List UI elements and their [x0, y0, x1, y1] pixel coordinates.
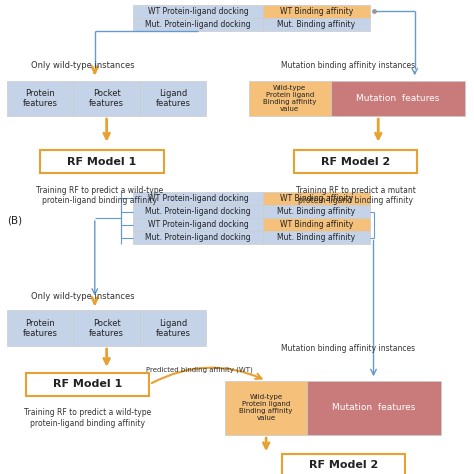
Bar [133, 18, 263, 31]
Text: Pocket
features: Pocket features [89, 319, 124, 338]
Text: Mut. Binding affinity: Mut. Binding affinity [277, 207, 356, 216]
Text: Training RF to predict a wild-type
protein-ligand binding affinity: Training RF to predict a wild-type prote… [24, 409, 151, 428]
Text: WT Protein-ligand docking: WT Protein-ligand docking [147, 7, 248, 16]
Text: Mut. Binding affinity: Mut. Binding affinity [277, 20, 356, 29]
Bar [225, 381, 307, 435]
Bar [40, 150, 164, 173]
Text: RF Model 1: RF Model 1 [67, 156, 137, 167]
Text: Mut. Protein-ligand docking: Mut. Protein-ligand docking [145, 207, 251, 216]
Text: Protein
features: Protein features [23, 89, 58, 108]
Bar [7, 81, 73, 116]
Text: Mut. Protein-ligand docking: Mut. Protein-ligand docking [145, 233, 251, 242]
Bar [307, 381, 441, 435]
Bar [133, 192, 263, 205]
Text: Wild-type
Protein ligand
Binding affinity
value: Wild-type Protein ligand Binding affinit… [263, 85, 317, 112]
Text: RF Model 2: RF Model 2 [321, 156, 390, 167]
Text: Predicted binding affinity (WT): Predicted binding affinity (WT) [146, 366, 253, 373]
Bar [263, 192, 370, 205]
Text: WT Binding affinity: WT Binding affinity [280, 7, 353, 16]
Text: Mutation binding affinity instances: Mutation binding affinity instances [282, 344, 415, 353]
Bar [7, 310, 73, 346]
Text: Mutation  features: Mutation features [356, 94, 439, 103]
Text: WT Protein-ligand docking: WT Protein-ligand docking [147, 220, 248, 229]
Bar [140, 81, 206, 116]
Text: WT Binding affinity: WT Binding affinity [280, 194, 353, 203]
Text: (B): (B) [7, 215, 22, 226]
Bar [133, 218, 263, 231]
Text: Mut. Binding affinity: Mut. Binding affinity [277, 233, 356, 242]
Text: Only wild-type instances: Only wild-type instances [31, 292, 135, 301]
Text: Ligand
features: Ligand features [155, 319, 191, 338]
Text: Protein
features: Protein features [23, 319, 58, 338]
Bar [133, 231, 263, 244]
Bar [249, 81, 331, 116]
Text: Wild-type
Protein ligand
Binding affinity
value: Wild-type Protein ligand Binding affinit… [239, 394, 293, 421]
Bar [263, 218, 370, 231]
Text: Mut. Protein-ligand docking: Mut. Protein-ligand docking [145, 20, 251, 29]
Text: Pocket
features: Pocket features [89, 89, 124, 108]
Bar [73, 310, 140, 346]
Bar [331, 81, 465, 116]
Bar [263, 5, 370, 18]
Bar [282, 454, 405, 474]
Bar [263, 231, 370, 244]
Bar [73, 81, 140, 116]
Bar [133, 5, 263, 18]
Text: Mutation binding affinity instances: Mutation binding affinity instances [282, 61, 415, 70]
Text: RF Model 1: RF Model 1 [53, 379, 122, 390]
Text: Training RF to predict a mutant
protein-ligand binding affinity: Training RF to predict a mutant protein-… [296, 186, 415, 205]
Text: WT Protein-ligand docking: WT Protein-ligand docking [147, 194, 248, 203]
Text: Ligand
features: Ligand features [155, 89, 191, 108]
Bar [26, 373, 149, 396]
Text: RF Model 2: RF Model 2 [309, 460, 378, 470]
Text: Only wild-type instances: Only wild-type instances [31, 61, 135, 70]
Text: Mutation  features: Mutation features [332, 403, 416, 412]
Bar [294, 150, 417, 173]
Bar [140, 310, 206, 346]
Bar [263, 205, 370, 218]
Text: WT Binding affinity: WT Binding affinity [280, 220, 353, 229]
Bar [133, 205, 263, 218]
Bar [263, 18, 370, 31]
Text: Training RF to predict a wild-type
protein-ligand binding affinity: Training RF to predict a wild-type prote… [36, 186, 163, 205]
